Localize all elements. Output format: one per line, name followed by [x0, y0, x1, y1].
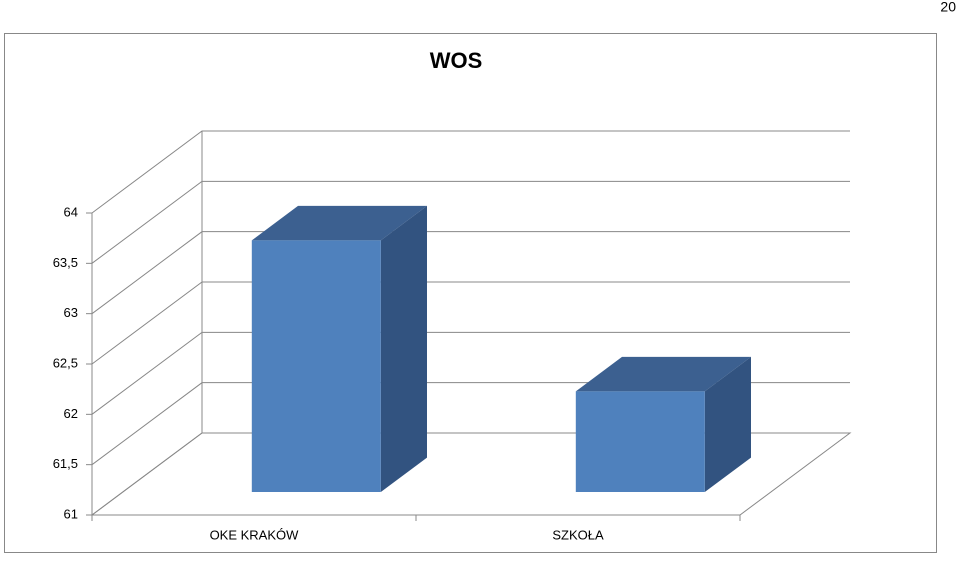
chart-title: WOS: [430, 48, 483, 73]
y-tick-label: 64: [64, 204, 78, 219]
y-tick-label: 63,5: [53, 255, 78, 270]
x-tick-label: OKE KRAKÓW: [210, 527, 300, 542]
bar-top: [575, 356, 751, 392]
bar-top: [251, 205, 427, 241]
bar-side: [380, 205, 427, 493]
y-tick-label: 62,5: [53, 355, 78, 370]
bar: [251, 240, 381, 493]
y-tick-label: 61,5: [53, 456, 78, 471]
x-tick-label: SZKOŁA: [552, 527, 604, 542]
y-tick-label: 62: [64, 406, 78, 421]
bar-side: [704, 356, 751, 493]
y-tick-label: 63: [64, 305, 78, 320]
y-tick-label: 61: [64, 506, 78, 521]
chart-frame: [4, 33, 937, 553]
bar: [575, 391, 705, 493]
page-number: 20: [940, 0, 956, 15]
